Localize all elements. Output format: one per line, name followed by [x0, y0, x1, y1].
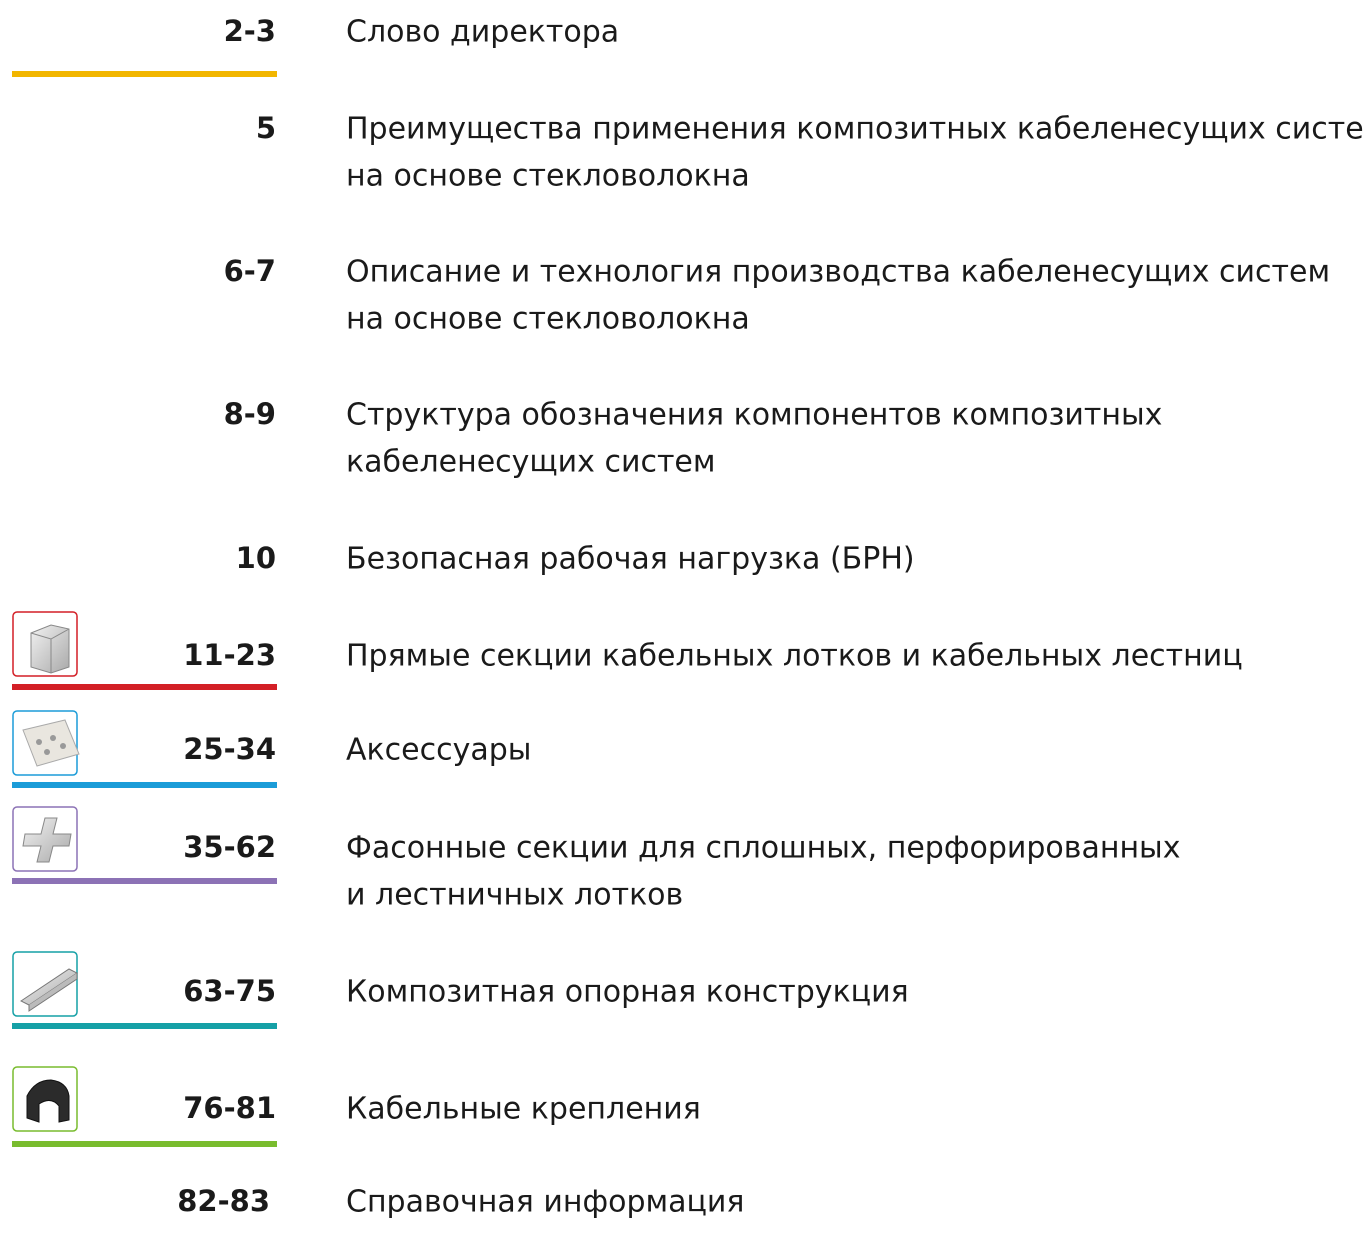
- page-number: 11-23: [183, 638, 276, 672]
- accent-rule: [12, 1141, 277, 1147]
- page-number: 25-34: [183, 732, 276, 766]
- accent-rule: [12, 71, 277, 77]
- page-number: 63-75: [183, 974, 276, 1008]
- page-number: 35-62: [183, 830, 276, 864]
- section-icon: [13, 952, 77, 1016]
- entry-title: Аксессуары: [346, 733, 531, 768]
- page-number: 82-83: [177, 1184, 270, 1218]
- page-number: 10: [236, 541, 276, 575]
- entry-title: на основе стекловолокна: [346, 159, 750, 194]
- accent-rule: [12, 782, 277, 788]
- entry-title: Справочная информация: [346, 1185, 744, 1220]
- page: 2-3 Слово директора 5 Преимущества применен…: [0, 0, 1363, 1233]
- accent-rule: [12, 878, 277, 884]
- accent-rule: [12, 1023, 277, 1029]
- entry-title: Прямые секции кабельных лотков и кабельн…: [346, 639, 1243, 674]
- entry-title: Композитная опорная конструкция: [346, 975, 909, 1010]
- section-icon: [13, 1067, 77, 1131]
- page-number: 76-81: [183, 1091, 276, 1125]
- page-number: 2-3: [224, 14, 276, 48]
- entry-title: и лестничных лотков: [346, 878, 683, 913]
- icon-shape: [44, 749, 50, 755]
- section-icon: [13, 612, 77, 676]
- entry-title: Безопасная рабочая нагрузка (БРН): [346, 542, 915, 577]
- entry-title: Описание и технология производства кабел…: [346, 255, 1330, 290]
- page-number: 8-9: [224, 397, 276, 431]
- entry-title: Структура обозначения компонентов композ…: [346, 398, 1162, 433]
- accent-rule: [12, 684, 277, 690]
- entry-title: кабеленесущих систем: [346, 445, 716, 480]
- page-number: 6-7: [224, 254, 276, 288]
- page-number: 5: [256, 111, 276, 145]
- icon-shape: [60, 743, 66, 749]
- icon-art: [31, 625, 69, 673]
- entry-title: Фасонные секции для сплошных, перфориров…: [346, 831, 1181, 866]
- entry-title: Слово директора: [346, 15, 619, 50]
- entry-title: на основе стекловолокна: [346, 302, 750, 337]
- section-icon: [13, 807, 77, 871]
- section-icon: [13, 711, 79, 775]
- entry-title: Преимущества применения композитных кабе…: [346, 112, 1363, 147]
- entry-title: Кабельные крепления: [346, 1092, 701, 1127]
- icon-shape: [50, 735, 56, 741]
- icon-shape: [36, 739, 42, 745]
- table-of-contents: 2-3 Слово директора 5 Преимущества применен…: [0, 0, 1363, 1233]
